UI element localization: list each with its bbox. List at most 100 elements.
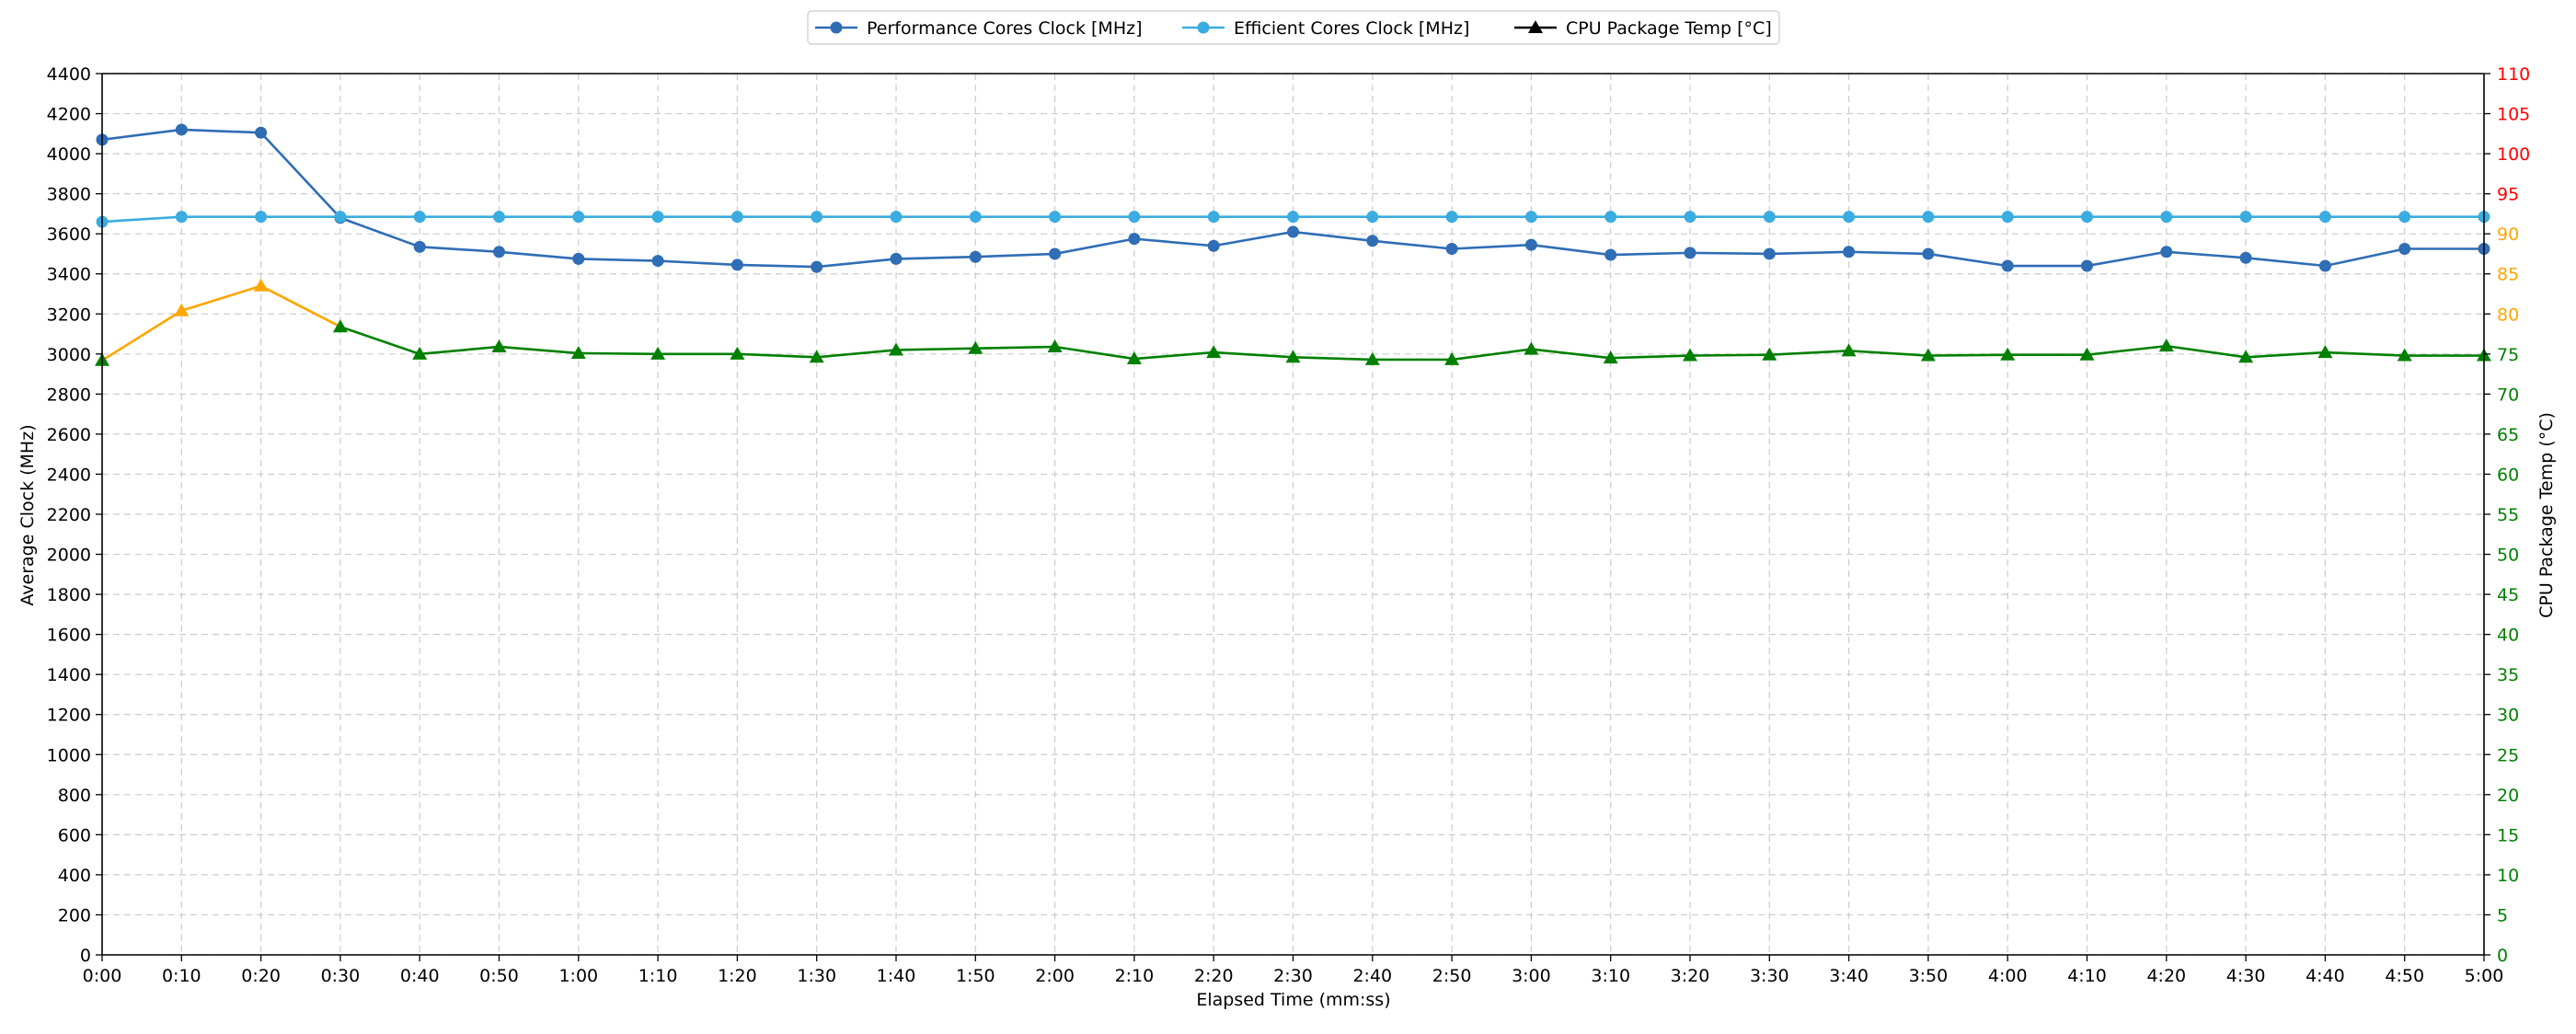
x-tick-label: 3:50 (1909, 966, 1949, 986)
y-tick-label-right: 95 (2497, 185, 2519, 205)
legend-marker-2 (1528, 20, 1543, 33)
series-0-segment (1372, 239, 1453, 250)
series-0-segment (658, 259, 738, 267)
x-tick-label: 3:10 (1591, 966, 1630, 986)
x-tick-label: 0:10 (162, 966, 201, 986)
series-0-point (1922, 247, 1935, 260)
series-2-point (2397, 348, 2412, 362)
y-tick-label-left: 2200 (47, 505, 91, 525)
series-2-point (491, 339, 507, 352)
series-1-point (572, 211, 585, 224)
series-2-segment (737, 352, 817, 359)
legend-box (807, 10, 1780, 45)
y-tick-label-right: 65 (2497, 425, 2519, 445)
series-2-point (1047, 339, 1063, 352)
series-0-segment (2325, 247, 2405, 268)
series-0-point (811, 260, 823, 273)
series-0-segment (1213, 230, 1294, 247)
x-tick-label: 4:40 (2306, 966, 2345, 986)
series-0-segment (578, 258, 659, 262)
y-tick-label-right: 75 (2497, 345, 2519, 365)
series-1-point (890, 211, 903, 224)
x-tick-label: 1:10 (638, 966, 678, 986)
x-tick-label: 2:30 (1273, 966, 1313, 986)
legend-marker-0 (830, 21, 843, 34)
y-tick-label-left: 1400 (47, 665, 91, 685)
series-2-point (570, 345, 586, 359)
y-tick-label-left: 800 (58, 786, 91, 806)
series-2-point (2079, 347, 2095, 361)
y-tick-label-left: 1200 (47, 706, 91, 726)
y-tick-label-left: 2800 (47, 385, 91, 405)
series-1-point (1843, 211, 1856, 224)
series-0-segment (1848, 250, 1928, 256)
series-2-segment (816, 349, 897, 359)
x-tick-label: 3:20 (1671, 966, 1710, 986)
series-0-segment (1054, 237, 1135, 256)
series-1-point (175, 211, 188, 224)
series-0-point (2001, 259, 2014, 272)
series-1-point (1763, 211, 1776, 224)
y-tick-label-left: 200 (58, 905, 91, 925)
series-0-segment (259, 132, 341, 219)
series-1-point (1207, 211, 1220, 224)
series-2-point (968, 340, 983, 354)
y-tick-label-right: 0 (2497, 946, 2508, 966)
y-tick-label-left: 3400 (47, 265, 91, 285)
y-tick-label-left: 1600 (47, 626, 91, 646)
series-2-point (889, 342, 903, 356)
series-2-point (1524, 341, 1539, 355)
x-tick-label: 0:20 (241, 966, 281, 986)
series-2-point (2000, 347, 2016, 361)
series-1-point (1445, 211, 1458, 224)
x-tick-label: 0:40 (400, 966, 440, 986)
series-2-point (1762, 347, 1777, 361)
series-1-point (811, 211, 823, 224)
series-2-segment (1769, 350, 1849, 356)
series-2-point (2158, 339, 2174, 352)
series-0-segment (339, 216, 420, 248)
x-tick-label: 0:50 (479, 966, 519, 986)
series-2-segment (1213, 350, 1294, 359)
series-2-point (1683, 348, 1697, 362)
y-tick-label-right: 25 (2497, 745, 2519, 765)
series-0-point (1604, 248, 1617, 261)
series-2-segment (2087, 344, 2167, 356)
series-2-point (332, 319, 348, 333)
series-2-segment (1054, 345, 1135, 361)
series-1-point (2318, 211, 2331, 224)
series-0-segment (1293, 230, 1373, 243)
series-0-point (651, 255, 664, 268)
series-0-point (1128, 233, 1141, 246)
x-tick-label: 1:40 (877, 966, 916, 986)
series-0-segment (975, 252, 1055, 258)
x-tick-label: 2:20 (1194, 966, 1234, 986)
x-tick-label: 5:00 (2465, 966, 2504, 986)
y-tick-label-right: 40 (2497, 626, 2519, 646)
series-0-segment (2245, 257, 2326, 268)
grid-layer (101, 73, 2485, 956)
series-2-point (1126, 351, 1142, 365)
y-tick-label-left: 600 (58, 825, 91, 845)
series-1-point (1366, 211, 1379, 224)
series-0-point (255, 126, 268, 139)
x-axis-label: Elapsed Time (mm:ss) (1196, 990, 1390, 1010)
series-2-point (1285, 350, 1301, 363)
y-tick-label-right: 10 (2497, 866, 2519, 886)
x-tick-label: 1:00 (558, 966, 598, 986)
series-layer (95, 123, 2491, 366)
series-0-segment (181, 128, 261, 134)
series-1-point (255, 211, 268, 224)
series-0-segment (1610, 251, 1691, 257)
series-0-point (1207, 239, 1220, 252)
series-1-point (334, 211, 347, 224)
y-tick-label-right: 85 (2497, 265, 2519, 285)
series-2-segment (1293, 356, 1373, 362)
series-2-point (1920, 348, 1936, 362)
series-2-point (1206, 345, 1222, 359)
y-tick-label-right: 55 (2497, 505, 2519, 525)
series-1-point (1049, 211, 1062, 224)
y-tick-label-left: 4000 (47, 144, 91, 165)
series-2-segment (1133, 350, 1214, 361)
series-0-point (730, 258, 743, 271)
